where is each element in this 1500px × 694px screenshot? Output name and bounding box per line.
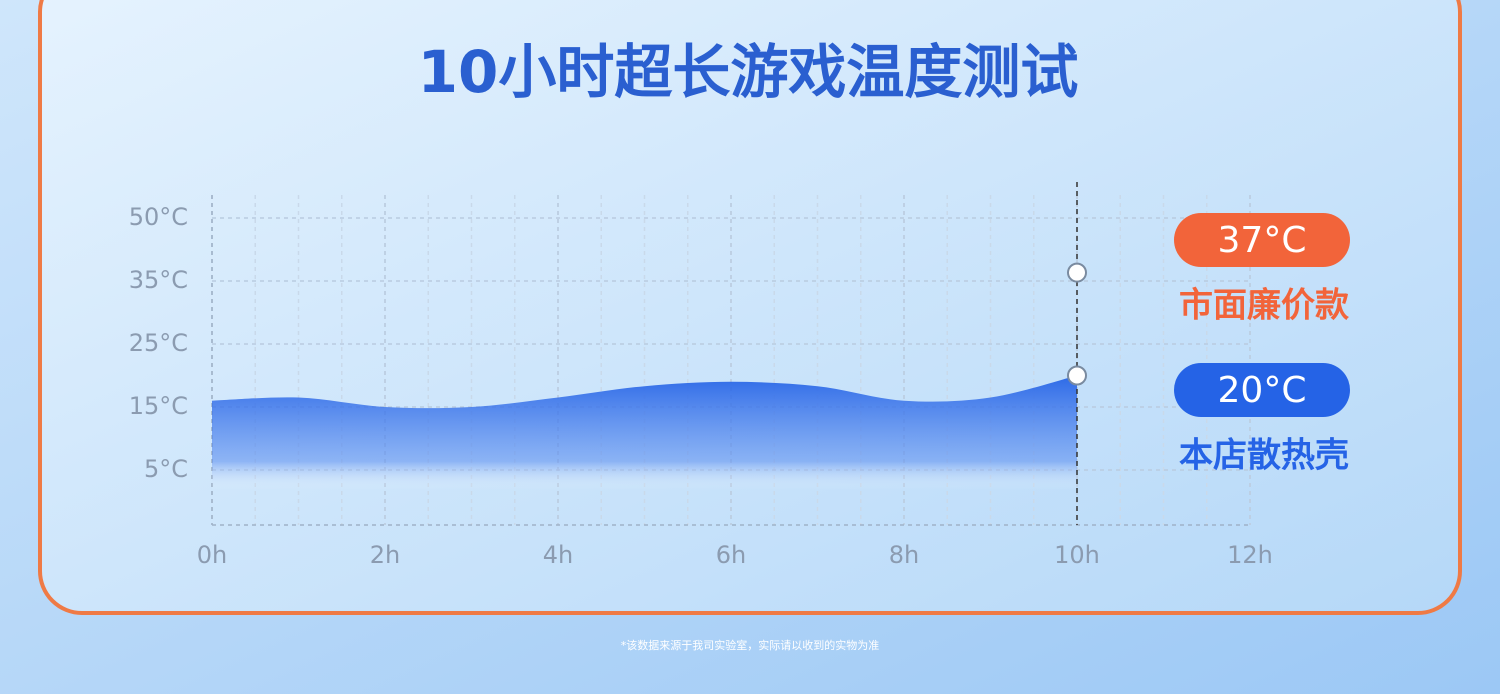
x-tick-label: 10h (1054, 541, 1100, 569)
end-point (1067, 365, 1087, 386)
y-tick-label: 25°C (129, 329, 188, 357)
end-point (1067, 262, 1087, 283)
value-pill (1174, 363, 1350, 417)
x-tick-label: 2h (370, 541, 400, 569)
legend-label: 本店散热壳 (1179, 436, 1349, 476)
y-tick-label: 35°C (129, 266, 188, 294)
y-tick-label: 5°C (144, 455, 188, 483)
x-tick-label: 6h (716, 541, 746, 569)
value-label: 37°C (1218, 220, 1307, 261)
footnote: *该数据来源于我司实验室，实际请以收到的实物为准 (621, 638, 880, 652)
x-tick-label: 4h (543, 541, 573, 569)
x-tick-label: 12h (1227, 541, 1273, 569)
x-tick-label: 8h (889, 541, 919, 569)
chart-title: 10小时超长游戏温度测试 (418, 38, 1079, 106)
y-tick-label: 15°C (129, 392, 188, 420)
area (212, 375, 1077, 490)
value-pill (1174, 213, 1350, 267)
area (212, 272, 1077, 430)
y-tick-label: 50°C (129, 203, 188, 231)
x-tick-label: 0h (197, 541, 227, 569)
legend-label: 市面廉价款 (1179, 286, 1349, 326)
value-label: 20°C (1218, 370, 1307, 411)
